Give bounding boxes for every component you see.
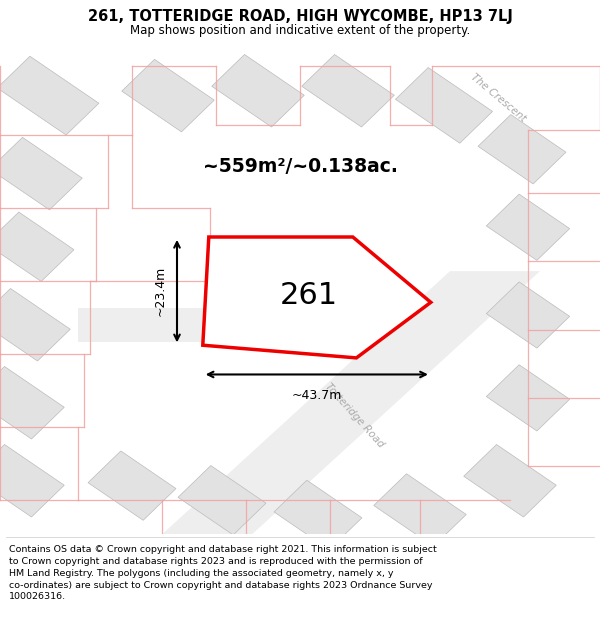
Polygon shape — [0, 444, 64, 517]
Polygon shape — [0, 138, 82, 210]
Text: Map shows position and indicative extent of the property.: Map shows position and indicative extent… — [130, 24, 470, 36]
Polygon shape — [178, 466, 266, 535]
Text: Totteridge Road: Totteridge Road — [323, 381, 385, 449]
Polygon shape — [487, 282, 569, 348]
Text: 261: 261 — [280, 281, 338, 310]
Polygon shape — [78, 308, 438, 342]
Polygon shape — [395, 68, 493, 143]
Text: The Crescent: The Crescent — [469, 72, 527, 124]
Text: ~43.7m: ~43.7m — [292, 389, 342, 402]
Polygon shape — [478, 114, 566, 184]
Text: Contains OS data © Crown copyright and database right 2021. This information is : Contains OS data © Crown copyright and d… — [9, 545, 437, 601]
Polygon shape — [0, 212, 74, 281]
Text: 261, TOTTERIDGE ROAD, HIGH WYCOMBE, HP13 7LJ: 261, TOTTERIDGE ROAD, HIGH WYCOMBE, HP13… — [88, 9, 512, 24]
Polygon shape — [212, 54, 304, 127]
Polygon shape — [374, 474, 466, 546]
Polygon shape — [162, 271, 540, 534]
Polygon shape — [203, 237, 431, 358]
Polygon shape — [487, 194, 569, 261]
Polygon shape — [464, 444, 556, 517]
Polygon shape — [88, 451, 176, 520]
Polygon shape — [0, 366, 64, 439]
Polygon shape — [122, 59, 214, 132]
Text: Lorraine Close: Lorraine Close — [214, 313, 290, 331]
Text: ~559m²/~0.138ac.: ~559m²/~0.138ac. — [203, 157, 397, 176]
Text: ~23.4m: ~23.4m — [153, 266, 166, 316]
Polygon shape — [0, 56, 99, 135]
Polygon shape — [487, 365, 569, 431]
Polygon shape — [274, 480, 362, 549]
Polygon shape — [302, 54, 394, 127]
Polygon shape — [0, 289, 70, 361]
